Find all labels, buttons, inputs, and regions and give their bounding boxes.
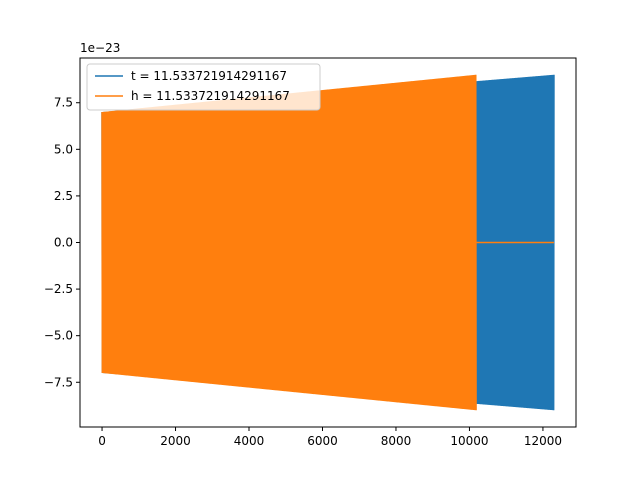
y-tick-label: 5.0 [54,142,73,156]
x-tick-label: 10000 [450,434,488,448]
y-tick-label: 0.0 [54,236,73,250]
y-axis: −7.5 −5.0 −2.5 0.0 2.5 5.0 7.5 [44,96,80,389]
series-h-line [101,74,477,411]
legend-label: h = 11.533721914291167 [131,89,290,103]
x-tick-label: 8000 [381,434,412,448]
x-tick-label: 4000 [234,434,265,448]
legend: t = 11.533721914291167 h = 11.53372191429… [86,63,321,111]
y-offset-label: 1e−23 [80,41,120,55]
x-tick-label: 6000 [307,434,338,448]
x-tick-label: 2000 [160,434,191,448]
y-tick-label: 7.5 [54,96,73,110]
y-tick-label: −7.5 [44,375,73,389]
plot-area [101,74,555,411]
y-tick-label: −2.5 [44,282,73,296]
legend-box [86,63,321,111]
y-tick-label: −5.0 [44,329,73,343]
y-tick-label: 2.5 [54,189,73,203]
x-axis: 0 2000 4000 6000 8000 10000 12000 [98,427,562,448]
legend-label: t = 11.533721914291167 [131,69,287,83]
x-tick-label: 12000 [524,434,562,448]
series-h [101,74,554,411]
x-tick-label: 0 [98,434,106,448]
